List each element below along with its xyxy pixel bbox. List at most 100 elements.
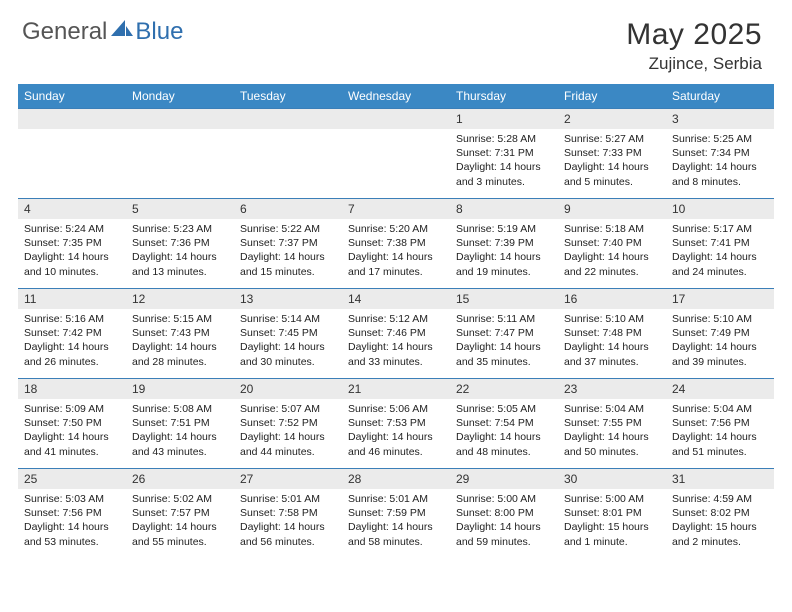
day-detail-line: and 19 minutes.: [456, 265, 552, 279]
day-cell: 12Sunrise: 5:15 AMSunset: 7:43 PMDayligh…: [126, 289, 234, 379]
day-number: 8: [450, 199, 558, 219]
day-detail-line: Sunrise: 5:09 AM: [24, 402, 120, 416]
day-detail-line: Daylight: 14 hours: [240, 340, 336, 354]
day-detail-line: Sunset: 7:55 PM: [564, 416, 660, 430]
day-detail-line: Sunrise: 5:03 AM: [24, 492, 120, 506]
day-detail-line: Daylight: 15 hours: [564, 520, 660, 534]
day-detail-line: and 59 minutes.: [456, 535, 552, 549]
day-cell: [126, 109, 234, 199]
day-detail-line: and 35 minutes.: [456, 355, 552, 369]
day-details: Sunrise: 5:16 AMSunset: 7:42 PMDaylight:…: [18, 309, 126, 373]
day-number: 27: [234, 469, 342, 489]
day-detail-line: Daylight: 14 hours: [456, 430, 552, 444]
day-cell: 15Sunrise: 5:11 AMSunset: 7:47 PMDayligh…: [450, 289, 558, 379]
day-detail-line: Daylight: 14 hours: [456, 520, 552, 534]
day-details: Sunrise: 5:07 AMSunset: 7:52 PMDaylight:…: [234, 399, 342, 463]
day-detail-line: Sunrise: 5:28 AM: [456, 132, 552, 146]
day-detail-line: and 41 minutes.: [24, 445, 120, 459]
day-detail-line: and 50 minutes.: [564, 445, 660, 459]
day-detail-line: Sunset: 7:43 PM: [132, 326, 228, 340]
day-header: Friday: [558, 84, 666, 109]
day-cell: 31Sunrise: 4:59 AMSunset: 8:02 PMDayligh…: [666, 469, 774, 559]
day-detail-line: Daylight: 14 hours: [348, 250, 444, 264]
day-detail-line: Daylight: 14 hours: [132, 340, 228, 354]
day-detail-line: and 13 minutes.: [132, 265, 228, 279]
day-detail-line: and 58 minutes.: [348, 535, 444, 549]
day-cell: 19Sunrise: 5:08 AMSunset: 7:51 PMDayligh…: [126, 379, 234, 469]
day-detail-line: and 56 minutes.: [240, 535, 336, 549]
day-cell: 30Sunrise: 5:00 AMSunset: 8:01 PMDayligh…: [558, 469, 666, 559]
day-number: 25: [18, 469, 126, 489]
day-number: 31: [666, 469, 774, 489]
day-number: 11: [18, 289, 126, 309]
day-cell: 3Sunrise: 5:25 AMSunset: 7:34 PMDaylight…: [666, 109, 774, 199]
day-detail-line: Sunrise: 5:14 AM: [240, 312, 336, 326]
day-detail-line: Daylight: 14 hours: [24, 430, 120, 444]
day-cell: 4Sunrise: 5:24 AMSunset: 7:35 PMDaylight…: [18, 199, 126, 289]
day-detail-line: and 8 minutes.: [672, 175, 768, 189]
day-cell: 23Sunrise: 5:04 AMSunset: 7:55 PMDayligh…: [558, 379, 666, 469]
day-detail-line: and 44 minutes.: [240, 445, 336, 459]
day-detail-line: Daylight: 14 hours: [132, 520, 228, 534]
day-detail-line: Sunrise: 5:11 AM: [456, 312, 552, 326]
day-detail-line: and 1 minute.: [564, 535, 660, 549]
day-detail-line: Sunrise: 5:10 AM: [564, 312, 660, 326]
day-detail-line: Daylight: 14 hours: [672, 430, 768, 444]
day-cell: 29Sunrise: 5:00 AMSunset: 8:00 PMDayligh…: [450, 469, 558, 559]
day-detail-line: and 22 minutes.: [564, 265, 660, 279]
day-cell: 1Sunrise: 5:28 AMSunset: 7:31 PMDaylight…: [450, 109, 558, 199]
day-detail-line: Sunset: 7:31 PM: [456, 146, 552, 160]
day-detail-line: and 5 minutes.: [564, 175, 660, 189]
day-number: 14: [342, 289, 450, 309]
day-details: Sunrise: 5:00 AMSunset: 8:01 PMDaylight:…: [558, 489, 666, 553]
day-detail-line: Daylight: 14 hours: [456, 340, 552, 354]
day-detail-line: Sunrise: 5:16 AM: [24, 312, 120, 326]
day-details: Sunrise: 5:09 AMSunset: 7:50 PMDaylight:…: [18, 399, 126, 463]
day-detail-line: Sunset: 8:01 PM: [564, 506, 660, 520]
day-detail-line: Sunrise: 5:05 AM: [456, 402, 552, 416]
day-details: Sunrise: 5:11 AMSunset: 7:47 PMDaylight:…: [450, 309, 558, 373]
day-detail-line: Daylight: 14 hours: [348, 430, 444, 444]
day-detail-line: and 48 minutes.: [456, 445, 552, 459]
day-detail-line: Sunrise: 5:04 AM: [564, 402, 660, 416]
day-detail-line: and 17 minutes.: [348, 265, 444, 279]
day-detail-line: Sunset: 7:59 PM: [348, 506, 444, 520]
day-details: Sunrise: 5:20 AMSunset: 7:38 PMDaylight:…: [342, 219, 450, 283]
day-details: Sunrise: 5:04 AMSunset: 7:55 PMDaylight:…: [558, 399, 666, 463]
day-detail-line: Sunrise: 5:02 AM: [132, 492, 228, 506]
week-row: 11Sunrise: 5:16 AMSunset: 7:42 PMDayligh…: [18, 289, 774, 379]
day-details: Sunrise: 5:08 AMSunset: 7:51 PMDaylight:…: [126, 399, 234, 463]
day-number: 18: [18, 379, 126, 399]
day-details: Sunrise: 5:24 AMSunset: 7:35 PMDaylight:…: [18, 219, 126, 283]
day-cell: 20Sunrise: 5:07 AMSunset: 7:52 PMDayligh…: [234, 379, 342, 469]
day-detail-line: and 53 minutes.: [24, 535, 120, 549]
week-row: 1Sunrise: 5:28 AMSunset: 7:31 PMDaylight…: [18, 109, 774, 199]
logo: General Blue: [22, 18, 183, 46]
day-header: Tuesday: [234, 84, 342, 109]
empty-day-band: [234, 109, 342, 129]
day-detail-line: Sunset: 7:36 PM: [132, 236, 228, 250]
day-cell: 17Sunrise: 5:10 AMSunset: 7:49 PMDayligh…: [666, 289, 774, 379]
day-cell: 16Sunrise: 5:10 AMSunset: 7:48 PMDayligh…: [558, 289, 666, 379]
day-detail-line: Sunset: 7:52 PM: [240, 416, 336, 430]
day-details: Sunrise: 5:03 AMSunset: 7:56 PMDaylight:…: [18, 489, 126, 553]
day-detail-line: and 26 minutes.: [24, 355, 120, 369]
day-number: 6: [234, 199, 342, 219]
day-detail-line: Daylight: 14 hours: [348, 520, 444, 534]
day-detail-line: Daylight: 14 hours: [132, 250, 228, 264]
day-detail-line: Daylight: 14 hours: [672, 340, 768, 354]
day-cell: 18Sunrise: 5:09 AMSunset: 7:50 PMDayligh…: [18, 379, 126, 469]
day-detail-line: Sunrise: 5:12 AM: [348, 312, 444, 326]
day-number: 5: [126, 199, 234, 219]
day-number: 21: [342, 379, 450, 399]
day-detail-line: Sunset: 7:40 PM: [564, 236, 660, 250]
day-header: Thursday: [450, 84, 558, 109]
day-detail-line: Daylight: 14 hours: [240, 250, 336, 264]
empty-day-band: [342, 109, 450, 129]
day-detail-line: Daylight: 14 hours: [240, 520, 336, 534]
day-detail-line: and 37 minutes.: [564, 355, 660, 369]
day-detail-line: Daylight: 14 hours: [348, 340, 444, 354]
day-cell: 14Sunrise: 5:12 AMSunset: 7:46 PMDayligh…: [342, 289, 450, 379]
day-number: 7: [342, 199, 450, 219]
day-detail-line: Daylight: 14 hours: [24, 520, 120, 534]
